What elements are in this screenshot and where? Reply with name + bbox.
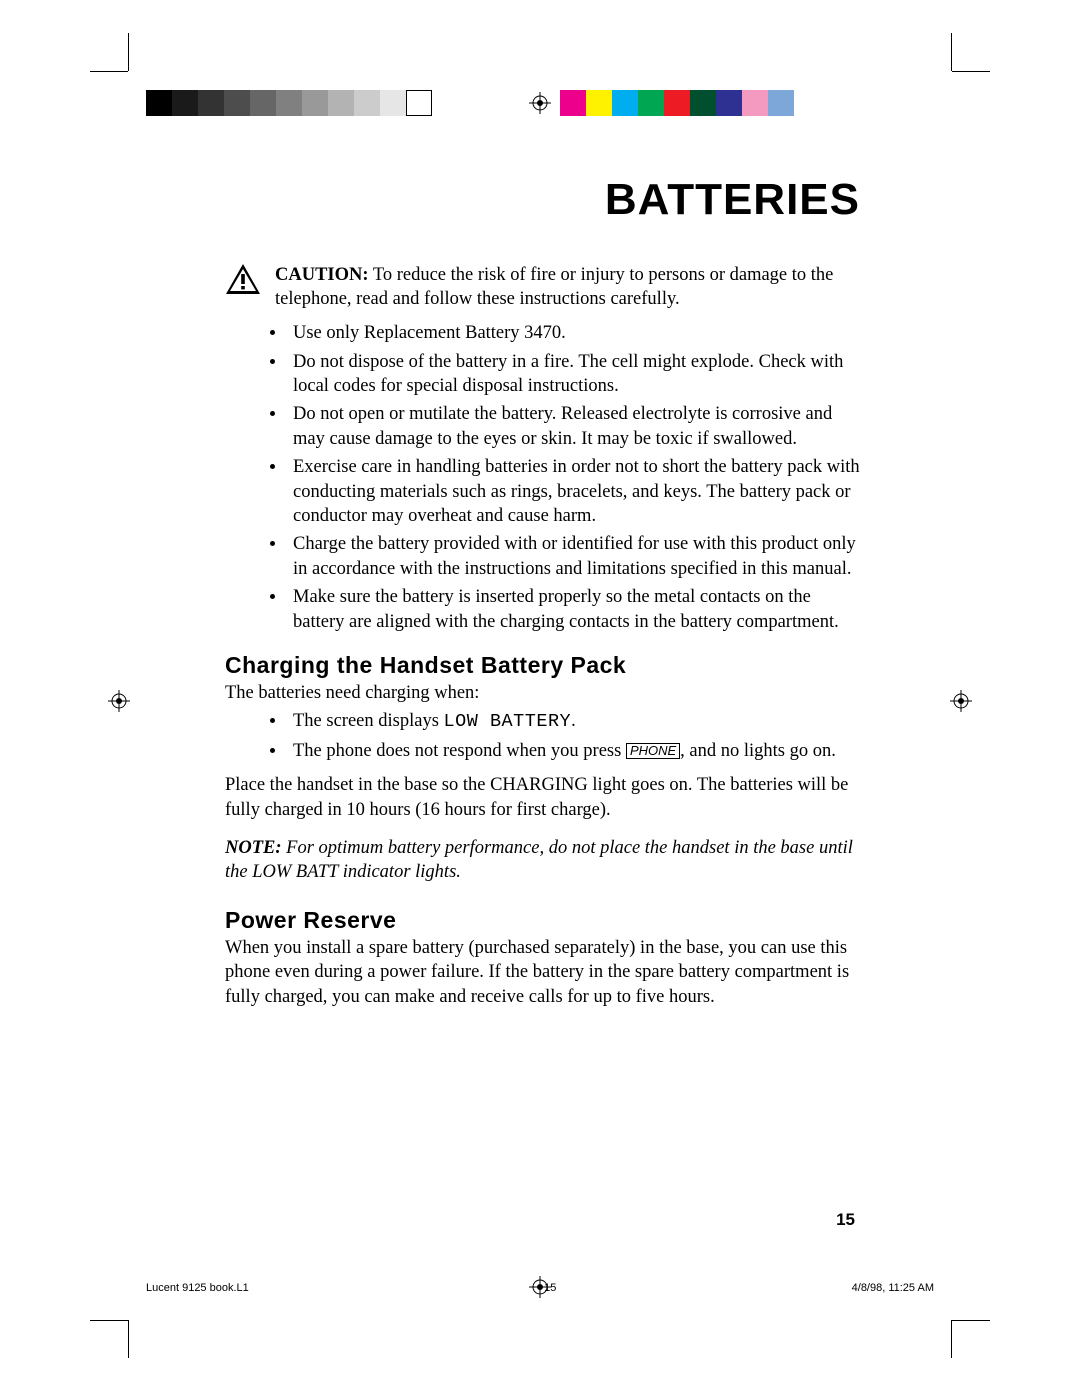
- caution-label: CAUTION:: [275, 265, 369, 285]
- footer-timestamp: 4/8/98, 11:25 AM: [852, 1282, 934, 1294]
- list-item: Use only Replacement Battery 3470.: [287, 321, 860, 345]
- swatch: [586, 90, 612, 116]
- swatch: [664, 90, 690, 116]
- list-item: The screen displays LOW BATTERY.: [287, 709, 860, 734]
- crop-mark: [90, 71, 128, 72]
- caution-text: CAUTION: To reduce the risk of fire or i…: [275, 263, 860, 311]
- footer-filename: Lucent 9125 book.L1: [146, 1282, 249, 1294]
- swatch: [302, 90, 328, 116]
- crop-mark: [128, 1320, 129, 1358]
- swatch: [742, 90, 768, 116]
- charging-note: NOTE: For optimum battery performance, d…: [225, 836, 860, 885]
- registration-mark-icon: [529, 92, 551, 114]
- swatch: [690, 90, 716, 116]
- swatch: [198, 90, 224, 116]
- swatch: [250, 90, 276, 116]
- note-body: For optimum battery performance, do not …: [225, 838, 853, 882]
- note-label: NOTE:: [225, 838, 282, 858]
- list-item: Do not open or mutilate the battery. Rel…: [287, 402, 860, 451]
- power-reserve-text: When you install a spare battery (purcha…: [225, 936, 860, 1009]
- caution-block: CAUTION: To reduce the risk of fire or i…: [225, 263, 860, 311]
- list-item: Make sure the battery is inserted proper…: [287, 585, 860, 634]
- charging-bullet-list: The screen displays LOW BATTERY. The pho…: [225, 709, 860, 763]
- swatch: [612, 90, 638, 116]
- list-item: The phone does not respond when you pres…: [287, 739, 860, 763]
- text: .: [571, 711, 576, 731]
- crop-mark: [90, 1320, 128, 1321]
- swatch: [224, 90, 250, 116]
- list-item: Exercise care in handling batteries in o…: [287, 455, 860, 528]
- low-battery-text: LOW BATTERY: [444, 711, 572, 732]
- caution-bullet-list: Use only Replacement Battery 3470. Do not…: [225, 321, 860, 634]
- swatch: [406, 90, 432, 116]
- crop-mark: [951, 33, 952, 71]
- crop-mark: [128, 33, 129, 71]
- swatch: [354, 90, 380, 116]
- swatch: [146, 90, 172, 116]
- swatch: [380, 90, 406, 116]
- text: The phone does not respond when you pres…: [293, 741, 626, 761]
- crop-mark: [951, 1320, 952, 1358]
- list-item: Charge the battery provided with or iden…: [287, 532, 860, 581]
- crop-mark: [952, 71, 990, 72]
- page-title: BATTERIES: [225, 175, 860, 225]
- charging-paragraph: Place the handset in the base so the CHA…: [225, 773, 860, 822]
- list-item: Do not dispose of the battery in a fire.…: [287, 350, 860, 399]
- crop-mark: [952, 1320, 990, 1321]
- swatch: [794, 90, 820, 116]
- swatch: [768, 90, 794, 116]
- swatch: [328, 90, 354, 116]
- section-heading-power: Power Reserve: [225, 907, 860, 934]
- registration-mark-icon: [108, 690, 130, 712]
- page-content: BATTERIES CAUTION: To reduce the risk of…: [225, 175, 860, 1011]
- swatch: [638, 90, 664, 116]
- registration-mark-icon: [950, 690, 972, 712]
- warning-icon: [225, 263, 261, 311]
- grayscale-colorbar: [146, 90, 432, 116]
- swatch: [560, 90, 586, 116]
- text: The screen displays: [293, 711, 444, 731]
- phone-key-icon: PHONE: [626, 743, 680, 759]
- swatch: [716, 90, 742, 116]
- footer-page: 15: [470, 1282, 630, 1294]
- color-colorbar: [560, 90, 820, 116]
- swatch: [276, 90, 302, 116]
- swatch: [172, 90, 198, 116]
- page-number: 15: [836, 1210, 855, 1230]
- section-heading-charging: Charging the Handset Battery Pack: [225, 652, 860, 679]
- charging-intro: The batteries need charging when:: [225, 681, 860, 705]
- text: , and no lights go on.: [680, 741, 836, 761]
- footer: Lucent 9125 book.L1 15 4/8/98, 11:25 AM: [146, 1282, 934, 1294]
